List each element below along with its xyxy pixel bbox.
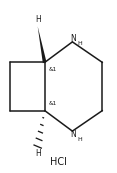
Text: H: H (78, 41, 82, 46)
Text: &1: &1 (49, 67, 57, 72)
Text: N: N (71, 34, 76, 43)
Text: N: N (71, 130, 76, 139)
Text: HCl: HCl (50, 157, 67, 167)
Polygon shape (38, 26, 46, 63)
Text: H: H (35, 149, 41, 158)
Text: H: H (78, 137, 82, 142)
Text: H: H (35, 15, 41, 24)
Text: &1: &1 (49, 101, 57, 106)
